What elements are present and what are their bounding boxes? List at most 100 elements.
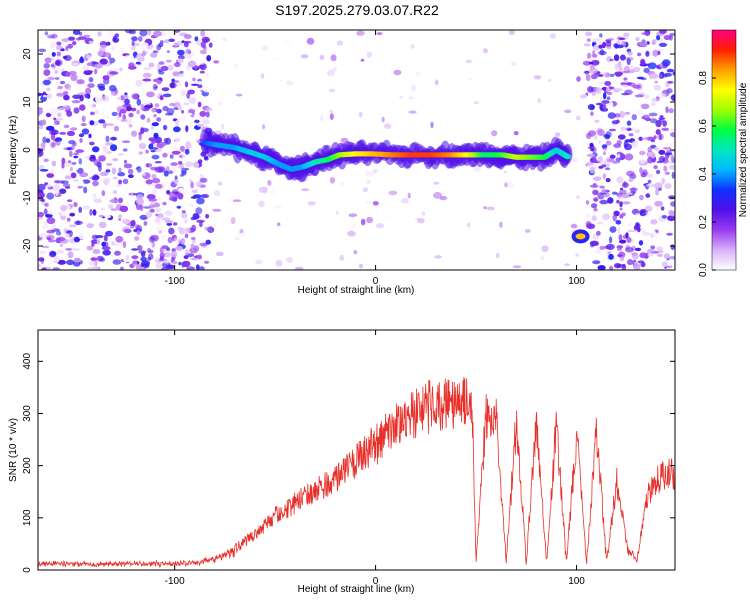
noise-blob: [98, 156, 106, 162]
noise-blob: [606, 158, 615, 162]
noise-blob: [140, 114, 146, 120]
noise-blob: [156, 197, 162, 201]
noise-blob: [656, 34, 661, 41]
noise-blob: [283, 37, 292, 45]
noise-blob: [213, 189, 221, 197]
noise-blob: [123, 103, 132, 107]
noise-blob: [320, 115, 324, 122]
noise-blob: [639, 41, 648, 47]
noise-blob: [73, 201, 78, 208]
noise-blob: [473, 101, 480, 105]
spectrogram-xtick-label: 100: [568, 276, 585, 287]
noise-blob: [614, 63, 619, 71]
noise-blob: [615, 44, 624, 49]
noise-blob: [199, 49, 207, 55]
noise-blob: [152, 83, 158, 91]
noise-blob: [186, 92, 191, 99]
noise-blob: [364, 170, 374, 177]
noise-blob: [235, 93, 243, 97]
noise-blob: [178, 261, 182, 266]
noise-blob: [537, 98, 542, 104]
noise-blob: [51, 52, 56, 57]
noise-blob: [670, 117, 675, 121]
noise-blob: [658, 117, 666, 120]
noise-blob: [141, 42, 149, 48]
noise-blob: [46, 173, 55, 178]
noise-blob: [607, 197, 614, 204]
noise-blob: [601, 100, 610, 104]
noise-blob: [340, 182, 345, 186]
noise-blob: [663, 34, 672, 41]
noise-blob: [131, 255, 139, 260]
noise-blob: [661, 215, 667, 219]
noise-blob: [570, 223, 578, 229]
noise-blob: [655, 188, 660, 196]
noise-blob: [604, 238, 608, 244]
noise-blob: [656, 169, 661, 175]
noise-blob: [233, 63, 239, 68]
noise-blob: [137, 245, 143, 251]
noise-blob: [140, 103, 145, 111]
noise-blob: [672, 71, 675, 76]
noise-blob: [163, 259, 170, 264]
noise-blob: [626, 82, 632, 86]
noise-blob: [575, 253, 579, 257]
noise-blob: [608, 86, 615, 90]
noise-blob: [599, 33, 603, 38]
noise-blob: [541, 245, 549, 252]
noise-blob: [70, 62, 80, 67]
noise-blob: [599, 199, 609, 205]
noise-blob: [89, 120, 95, 126]
noise-blob: [56, 92, 65, 97]
noise-blob: [151, 147, 159, 150]
noise-blob: [660, 206, 665, 211]
noise-blob: [197, 101, 202, 108]
noise-blob: [155, 213, 159, 217]
noise-blob: [655, 120, 662, 128]
noise-blob: [650, 139, 656, 143]
noise-blob: [359, 263, 363, 269]
noise-blob: [123, 163, 133, 169]
noise-blob: [154, 183, 163, 189]
noise-blob: [140, 127, 145, 135]
noise-blob: [483, 48, 488, 54]
noise-blob: [363, 264, 367, 267]
noise-blob: [589, 184, 599, 188]
noise-blob: [174, 179, 178, 185]
noise-blob: [190, 83, 199, 87]
noise-blob: [187, 112, 192, 116]
noise-blob: [225, 84, 231, 91]
noise-blob: [117, 96, 122, 100]
noise-blob: [173, 30, 181, 33]
noise-blob: [564, 263, 570, 266]
noise-blob: [177, 58, 184, 64]
noise-blob: [517, 71, 526, 77]
noise-blob: [252, 71, 260, 79]
noise-blob: [46, 217, 56, 225]
noise-blob: [123, 228, 131, 233]
noise-blob: [39, 169, 49, 172]
noise-blob: [122, 148, 128, 152]
noise-blob: [608, 128, 617, 132]
noise-blob: [192, 161, 200, 169]
noise-blob: [93, 198, 103, 204]
noise-blob: [433, 181, 440, 185]
noise-blob: [351, 223, 357, 228]
noise-blob: [648, 183, 652, 186]
noise-blob: [56, 51, 62, 57]
noise-blob: [46, 93, 52, 99]
noise-blob: [669, 164, 675, 170]
noise-blob: [80, 123, 87, 127]
noise-blob: [171, 150, 181, 155]
noise-blob: [622, 182, 629, 189]
noise-blob: [612, 160, 619, 164]
noise-blob: [300, 54, 309, 59]
noise-blob: [145, 211, 153, 218]
noise-blob: [169, 154, 174, 159]
noise-blob: [139, 214, 148, 220]
noise-blob: [199, 242, 208, 247]
noise-blob: [605, 178, 611, 183]
noise-blob: [587, 104, 595, 111]
noise-blob: [616, 199, 620, 204]
noise-blob: [366, 179, 372, 185]
